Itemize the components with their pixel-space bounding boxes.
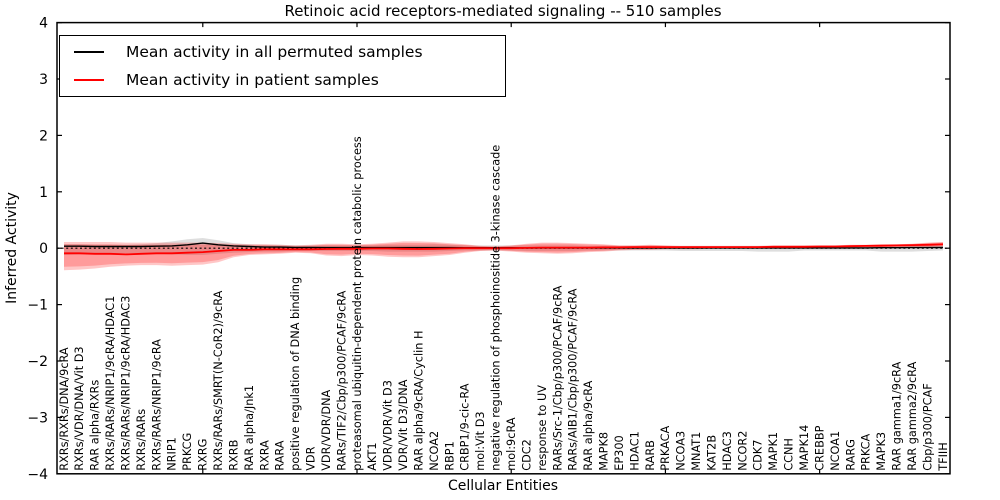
x-category-label: RXRs/RARs/NRIP1/9cRA <box>150 339 163 471</box>
x-category-label: CDC2 <box>520 439 533 471</box>
x-category-label: CREBBP <box>813 425 826 470</box>
x-category-label: RAR alpha/9cRA <box>582 380 595 470</box>
x-category-label: MAPK8 <box>598 432 611 471</box>
x-category-label: RARs/AIB1/Cbp/p300/PCAF/9cRA <box>567 288 580 471</box>
x-category-label: CRBP1/9-cic-RA <box>459 383 472 471</box>
y-tick-label: 3 <box>39 72 48 88</box>
y-tick-label: 0 <box>39 241 48 257</box>
x-category-label: CCNH <box>783 438 796 471</box>
x-category-label: RAR alpha/Jnk1 <box>243 385 256 471</box>
x-category-label: HDAC1 <box>628 431 641 471</box>
x-category-label: PRKACA <box>659 426 672 471</box>
x-category-label: RXRs/RARs <box>135 409 148 471</box>
legend-item-label: Mean activity in patient samples <box>126 71 379 89</box>
legend-line-sample <box>74 51 104 53</box>
y-tick-label: −4 <box>27 467 48 483</box>
x-category-label: MNAT1 <box>690 432 703 471</box>
x-category-label: RARs/Src-1/Cbp/p300/PCAF/9cRA <box>551 285 564 471</box>
y-tick-label: 2 <box>39 128 48 144</box>
x-category-label: response to UV <box>536 385 549 471</box>
x-category-label: MAPK3 <box>875 432 888 471</box>
x-category-label: RXRA <box>258 440 271 471</box>
x-axis-label: Cellular Entities <box>447 478 559 494</box>
y-tick-label: 1 <box>39 185 48 201</box>
y-axis-label: Inferred Activity <box>4 192 20 304</box>
patient-mean-line <box>64 243 944 256</box>
x-category-label: EP300 <box>613 435 626 471</box>
x-category-label: NCOA3 <box>675 431 688 471</box>
x-category-label: RXRG <box>197 439 210 471</box>
y-tick-label: 4 <box>39 16 48 32</box>
x-category-label: RBP1 <box>443 441 456 471</box>
x-category-label: RXRs/RARs/NRIP1/9cRA/HDAC1 <box>104 296 117 471</box>
x-category-label: PRKCA <box>860 433 873 470</box>
x-category-label: TFIIH <box>937 442 950 472</box>
x-category-label: VDR <box>305 446 318 470</box>
x-category-label: AKT1 <box>366 442 379 470</box>
x-category-label: NCOA1 <box>829 431 842 471</box>
y-tick-label: −1 <box>27 298 48 314</box>
x-category-label: RAR gamma2/9cRA <box>906 361 919 470</box>
x-category-label: RXRs/VDR/DNA/Vit D3 <box>73 346 86 470</box>
x-category-label: VDR/VDR/Vit D3 <box>382 380 395 471</box>
x-category-label: RARA <box>274 440 287 471</box>
x-category-label: RAR alpha/RXRs <box>89 380 102 471</box>
x-category-label: HDAC3 <box>721 431 734 471</box>
x-category-label: NCOR2 <box>736 431 749 471</box>
legend-item: Mean activity in all permuted samples <box>74 40 505 64</box>
x-category-label: RXRs/RXRs/DNA/9cRA <box>58 347 71 471</box>
x-category-label: negative regulation of phosphoinositide … <box>490 145 503 471</box>
x-category-label: RXRB <box>227 440 240 471</box>
legend-line-sample <box>74 79 104 81</box>
x-category-label: RARs/TIF2/Cbp/p300/PCAF/9cRA <box>335 290 348 470</box>
x-category-label: MAPK14 <box>798 425 811 471</box>
x-category-label: RXRs/RARs/SMRT(N-CoR2)/9cRA <box>212 290 225 470</box>
permuted-spread-band <box>64 238 943 255</box>
x-category-label: mol:9cRA <box>505 417 518 471</box>
x-category-label: RAR alpha/9cRA/Cyclin H <box>413 330 426 470</box>
x-category-label: MAPK1 <box>767 432 780 471</box>
x-category-label: CDK7 <box>752 440 765 471</box>
x-category-label: RAR gamma1/9cRA <box>891 361 904 470</box>
x-category-label: NCOA2 <box>428 431 441 471</box>
x-category-label: VDR/VDR/DNA <box>320 389 333 470</box>
x-category-label: positive regulation of DNA binding <box>289 277 302 471</box>
x-category-label: PRKCG <box>181 433 194 471</box>
chart-title: Retinoic acid receptors-mediated signali… <box>284 2 722 20</box>
x-category-label: Cbp/p300/PCAF <box>921 383 934 471</box>
legend: Mean activity in all permuted samples Mea… <box>59 35 506 97</box>
y-tick-label: −3 <box>27 410 48 426</box>
y-tick-label: −2 <box>27 354 48 370</box>
x-category-label: mol:Vit D3 <box>474 411 487 470</box>
x-category-label: RARB <box>644 440 657 471</box>
x-category-label: RXRs/RARs/NRIP1/9cRA/HDAC3 <box>120 296 133 471</box>
legend-item-label: Mean activity in all permuted samples <box>126 43 423 61</box>
x-category-label: RARG <box>844 439 857 471</box>
x-category-label: VDR/Vit D3/DNA <box>397 379 410 471</box>
x-category-label: KAT2B <box>706 435 719 471</box>
x-category-label: proteasomal ubiquitin-dependent protein … <box>351 136 364 471</box>
x-category-label: NRIP1 <box>166 437 179 471</box>
legend-item: Mean activity in patient samples <box>74 68 505 92</box>
